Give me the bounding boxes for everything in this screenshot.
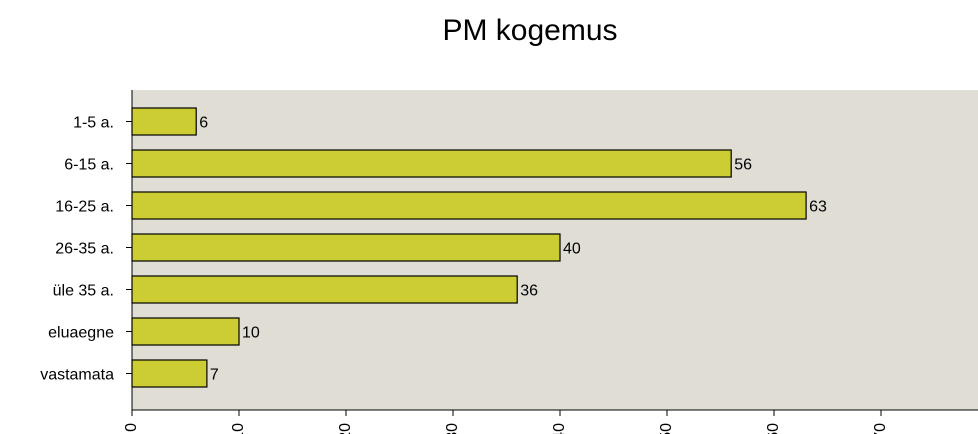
category-label-3: 16-25 a. — [55, 199, 114, 216]
data-label-5: 36 — [520, 283, 538, 300]
data-label-1: 6 — [199, 115, 208, 132]
x-tick-label-7: 60 — [765, 423, 782, 434]
category-label-4: 26-35 a. — [55, 241, 114, 258]
bar-3 — [131, 191, 807, 220]
chart-title: PM kogemus — [442, 14, 618, 47]
x-tick-label-6: 50 — [658, 423, 675, 434]
data-label-4: 40 — [563, 241, 581, 258]
data-label-7: 7 — [210, 367, 219, 384]
x-tick-label-8: 70 — [872, 423, 889, 434]
data-label-3: 63 — [809, 199, 827, 216]
x-tick-label-1: 0 — [123, 423, 140, 432]
x-tick-label-2: 10 — [230, 423, 247, 434]
category-label-6: eluaegne — [48, 325, 114, 342]
axes-group: 1-5 a. 6-15 a. 16-25 a. 26-35 a. üle 35 a. el… — [40, 90, 978, 434]
data-label-2: 56 — [734, 157, 752, 174]
x-tick-label-3: 20 — [337, 423, 354, 434]
bar-1 — [131, 107, 197, 136]
bar-2 — [131, 149, 732, 178]
category-label-5: üle 35 a. — [53, 283, 114, 300]
category-label-7: vastamata — [40, 367, 114, 384]
data-label-6: 10 — [242, 325, 260, 342]
x-tick-label-4: 30 — [444, 423, 461, 434]
x-tick-label-5: 40 — [551, 423, 568, 434]
bar-5 — [131, 275, 518, 304]
bars-group: 6 56 63 40 36 10 7 — [131, 107, 827, 388]
bar-7 — [131, 359, 208, 388]
bar-6 — [131, 317, 240, 346]
category-label-1: 1-5 a. — [73, 115, 114, 132]
bar-4 — [131, 233, 561, 262]
category-label-2: 6-15 a. — [64, 157, 114, 174]
